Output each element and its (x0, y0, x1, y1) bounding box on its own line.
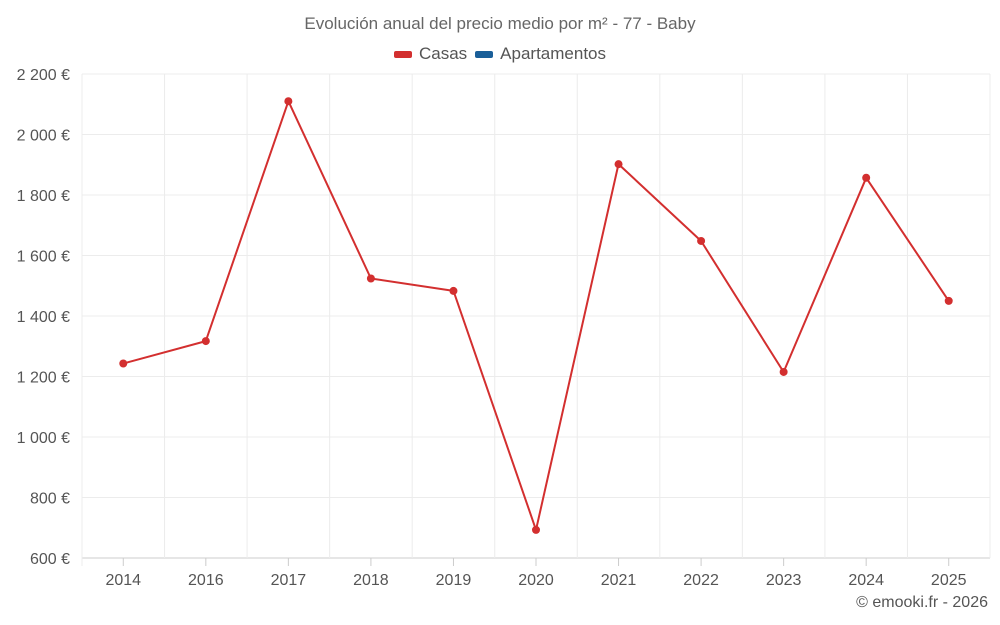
legend-item-apartamentos[interactable]: Apartamentos (475, 44, 606, 64)
y-tick-label: 600 € (30, 551, 70, 568)
legend-swatch-apartamentos (475, 50, 494, 58)
data-point (532, 525, 540, 534)
x-tick-label: 2025 (931, 572, 967, 589)
x-tick-label: 2014 (105, 572, 141, 589)
data-point (614, 160, 623, 169)
data-point (944, 296, 953, 305)
chart-title: Evolución anual del precio medio por m² … (304, 14, 696, 33)
legend-label-casas: Casas (418, 44, 468, 63)
data-point (119, 359, 128, 368)
y-tick-label: 2 000 € (17, 128, 70, 145)
data-point (449, 286, 458, 295)
x-tick-label: 2022 (683, 572, 719, 589)
credit-text: © emooki.fr - 2026 (856, 594, 988, 611)
data-point (366, 274, 375, 283)
legend-swatch-casas (393, 50, 412, 58)
x-tick-label: 2017 (271, 572, 307, 589)
x-tick-label: 2018 (353, 572, 389, 589)
x-tick-label: 2024 (848, 572, 884, 589)
legend-item-casas[interactable]: Casas (393, 44, 468, 64)
x-tick-label: 2016 (188, 572, 224, 589)
y-tick-label: 1 800 € (17, 188, 70, 205)
data-point (862, 173, 871, 182)
data-point (779, 367, 788, 376)
y-tick-label: 1 000 € (17, 430, 70, 447)
x-tick-label: 2019 (436, 572, 472, 589)
data-point (697, 236, 706, 245)
y-tick-label: 1 600 € (17, 249, 70, 266)
data-point (201, 337, 210, 346)
y-tick-label: 1 400 € (17, 309, 70, 326)
y-tick-label: 1 200 € (17, 370, 70, 387)
y-tick-label: 800 € (30, 491, 70, 508)
chart-legend: Casas Apartamentos (0, 44, 1000, 64)
data-point (284, 97, 293, 106)
x-tick-label: 2021 (601, 572, 637, 589)
legend-label-apartamentos: Apartamentos (500, 44, 607, 63)
x-tick-label: 2020 (518, 572, 554, 589)
y-tick-label: 2 200 € (17, 67, 70, 84)
x-tick-label: 2023 (766, 572, 802, 589)
